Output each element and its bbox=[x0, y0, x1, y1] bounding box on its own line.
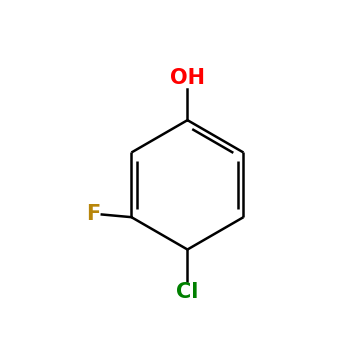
Text: F: F bbox=[86, 204, 100, 224]
Text: Cl: Cl bbox=[176, 282, 199, 302]
Text: OH: OH bbox=[170, 68, 205, 88]
